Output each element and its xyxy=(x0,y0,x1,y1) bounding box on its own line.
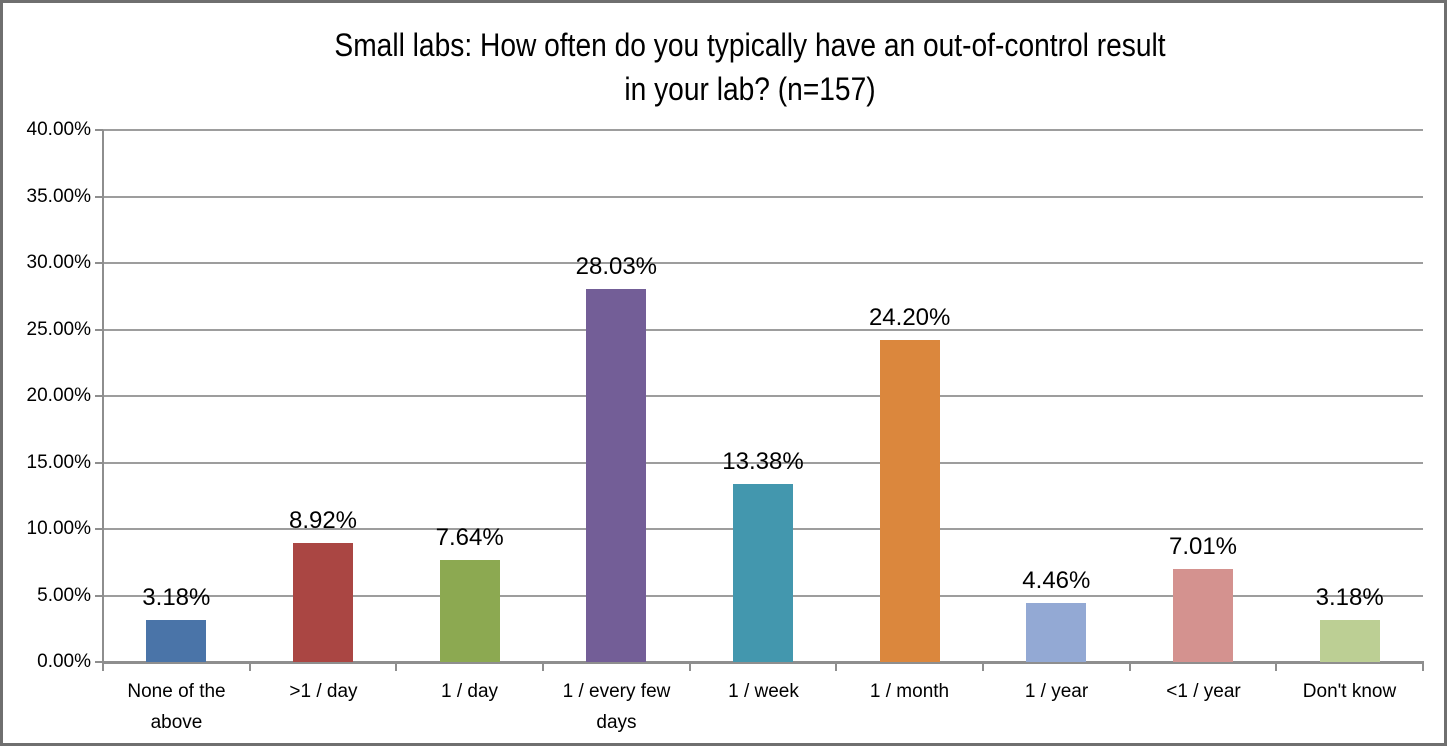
bar-1 xyxy=(146,620,206,662)
x-axis-line xyxy=(103,661,1423,664)
x-axis-tick-9 xyxy=(1422,661,1424,671)
y-axis-label-40: 40.00% xyxy=(26,119,91,140)
gridline-35 xyxy=(103,195,1423,198)
y-axis-label-20: 20.00% xyxy=(26,385,91,406)
y-axis-line xyxy=(102,130,104,662)
bar-5 xyxy=(733,484,793,662)
category-label-9: Don't know xyxy=(1302,681,1397,702)
bar-value-label-6: 24.20% xyxy=(868,304,951,331)
gridline-25 xyxy=(103,328,1423,331)
gridline-40 xyxy=(103,129,1423,131)
bar-value-label-8: 7.01% xyxy=(1168,533,1238,560)
bar-4 xyxy=(586,289,646,662)
category-label-7: 1 / year xyxy=(1024,681,1089,702)
category-label-8: <1 / year xyxy=(1166,681,1241,702)
bar-6 xyxy=(880,340,940,662)
category-label-3: 1 / day xyxy=(440,681,499,702)
y-axis-label-10: 10.00% xyxy=(26,518,91,539)
y-axis-label-35: 35.00% xyxy=(26,185,91,207)
x-axis-tick-1 xyxy=(249,661,251,671)
bar-value-label-2: 8.92% xyxy=(288,507,358,534)
x-axis-tick-4 xyxy=(689,661,691,671)
x-axis-tick-3 xyxy=(542,661,544,671)
x-axis-tick-5 xyxy=(835,661,837,671)
y-axis-tick-25 xyxy=(95,328,103,331)
x-axis-tick-7 xyxy=(1129,661,1131,671)
chart-title-line-2: in your lab? (n=157) xyxy=(624,71,876,108)
y-axis-tick-40 xyxy=(95,129,103,131)
y-axis-tick-30 xyxy=(95,262,103,264)
y-axis-tick-15 xyxy=(95,461,103,464)
bar-value-label-9: 3.18% xyxy=(1315,584,1384,611)
x-axis-tick-8 xyxy=(1275,661,1277,671)
category-label-4: 1 / every few days xyxy=(562,681,671,734)
bar-7 xyxy=(1026,603,1086,662)
y-axis-tick-20 xyxy=(95,395,103,397)
y-axis-tick-10 xyxy=(95,528,103,530)
bar-value-label-1: 3.18% xyxy=(142,584,211,611)
gridline-30 xyxy=(103,262,1423,264)
y-axis-label-0: 0.00% xyxy=(37,651,91,672)
bar-2 xyxy=(293,543,353,662)
y-axis-tick-35 xyxy=(95,195,103,198)
x-axis-tick-2 xyxy=(395,661,397,671)
bar-value-label-4: 28.03% xyxy=(575,253,658,280)
gridline-20 xyxy=(103,395,1423,397)
category-label-2: >1 / day xyxy=(289,681,358,702)
bar-value-label-3: 7.64% xyxy=(435,524,504,551)
y-axis-label-30: 30.00% xyxy=(26,252,91,273)
chart-title: Small labs: How often do you typically h… xyxy=(134,23,1366,111)
bar-3 xyxy=(440,560,500,662)
gridline-15 xyxy=(103,461,1423,464)
bar-value-label-5: 13.38% xyxy=(722,448,804,475)
y-axis-label-5: 5.00% xyxy=(37,584,91,606)
y-axis-tick-0 xyxy=(95,661,103,663)
category-label-6: 1 / month xyxy=(869,681,950,702)
y-axis-label-15: 15.00% xyxy=(26,451,91,473)
bar-9 xyxy=(1320,620,1380,662)
bar-8 xyxy=(1173,569,1233,662)
category-label-5: 1 / week xyxy=(728,681,799,702)
bar-value-label-7: 4.46% xyxy=(1022,567,1091,594)
y-axis-label-25: 25.00% xyxy=(26,318,91,340)
x-axis-tick-6 xyxy=(982,661,984,671)
x-axis-tick-0 xyxy=(102,661,104,671)
category-label-1: None of the above xyxy=(127,681,226,734)
chart-title-line-1: Small labs: How often do you typically h… xyxy=(334,27,1166,63)
y-axis-tick-5 xyxy=(95,594,103,597)
